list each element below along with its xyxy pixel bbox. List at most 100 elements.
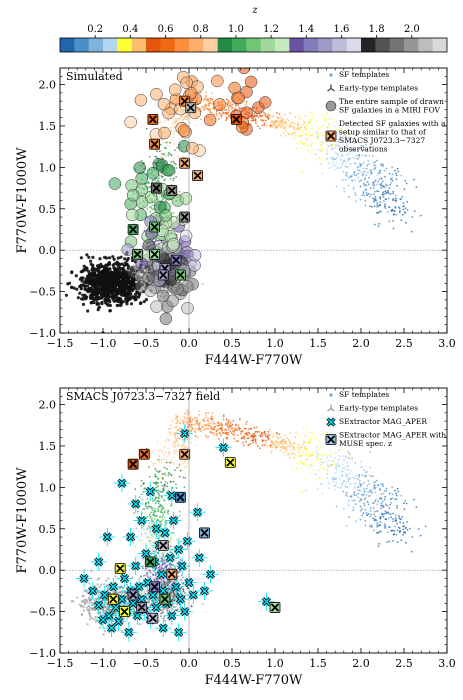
sf-template-point bbox=[272, 125, 274, 128]
sf-template-point bbox=[282, 438, 285, 441]
sf-template-point bbox=[165, 199, 167, 202]
sf-template-point bbox=[336, 153, 339, 156]
sf-template-point bbox=[284, 127, 287, 130]
sf-template-point bbox=[388, 507, 391, 509]
sf-template-point bbox=[363, 490, 366, 493]
sf-template-point bbox=[364, 188, 367, 191]
early-type-point bbox=[121, 281, 125, 285]
sf-template-point bbox=[264, 115, 267, 118]
sf-template-point bbox=[328, 117, 330, 120]
sf-template-point bbox=[341, 164, 343, 167]
sf-template-point bbox=[402, 528, 405, 531]
sf-template-point bbox=[201, 105, 204, 108]
sf-template-point bbox=[311, 132, 314, 135]
sf-template-point bbox=[250, 439, 253, 442]
sf-template-point bbox=[145, 542, 148, 545]
sf-template-point bbox=[217, 424, 220, 427]
sf-template-point bbox=[343, 187, 345, 190]
sf-template-point bbox=[299, 141, 302, 144]
sf-template-point bbox=[316, 133, 319, 136]
legend-entry: SF templates bbox=[329, 70, 389, 79]
sf-template-point bbox=[332, 161, 335, 164]
sf-template-point bbox=[382, 515, 385, 518]
drawn-sf-galaxy bbox=[150, 87, 163, 101]
sf-template-point bbox=[291, 470, 293, 473]
sf-template-point bbox=[335, 505, 338, 508]
sf-template-point bbox=[210, 98, 213, 100]
sf-template-point bbox=[287, 125, 289, 128]
drawn-sf-galaxy bbox=[181, 301, 194, 315]
sf-template-point bbox=[225, 117, 228, 120]
sf-template-point bbox=[203, 104, 206, 106]
sf-template-point bbox=[207, 100, 210, 102]
early-type-point bbox=[125, 281, 129, 285]
sf-template-point bbox=[397, 490, 400, 493]
sf-template-point bbox=[369, 131, 371, 133]
x-tick-label: 0.5 bbox=[223, 337, 241, 350]
sf-template-point bbox=[289, 124, 291, 126]
drawn-sf-galaxy bbox=[135, 280, 148, 293]
early-type-point bbox=[122, 263, 126, 268]
sf-template-point bbox=[200, 430, 203, 432]
sf-template-point bbox=[330, 156, 333, 159]
sf-template-point bbox=[163, 120, 166, 122]
colorbar-label: z bbox=[251, 5, 258, 16]
x-tick-label: −0.5 bbox=[133, 337, 160, 350]
sf-template-point bbox=[174, 437, 177, 440]
sf-template-point bbox=[172, 126, 175, 129]
sf-template-point bbox=[383, 490, 386, 492]
sf-template-point bbox=[237, 104, 240, 107]
detected-sf-galaxy bbox=[174, 269, 186, 281]
y-tick-label: −1.0 bbox=[29, 327, 56, 340]
drawn-sf-galaxy bbox=[108, 177, 122, 190]
colorbar-block bbox=[174, 38, 190, 52]
sf-template-point bbox=[210, 431, 213, 434]
sf-template-point bbox=[161, 562, 164, 565]
sf-template-point bbox=[264, 113, 267, 116]
sf-template-point bbox=[270, 451, 272, 454]
sf-template-point bbox=[291, 133, 293, 136]
sf-template-point bbox=[165, 147, 168, 150]
sf-template-point bbox=[359, 198, 362, 201]
sf-template-point bbox=[374, 161, 377, 163]
sf-template-point bbox=[285, 130, 288, 133]
early-type-point bbox=[96, 295, 101, 299]
sf-template-point bbox=[404, 212, 407, 214]
sf-template-point bbox=[330, 476, 333, 479]
early-type-point bbox=[114, 269, 118, 273]
colorbar-block bbox=[303, 38, 319, 52]
sf-template-point bbox=[165, 458, 168, 461]
sf-template-point bbox=[340, 151, 343, 153]
sf-template-point bbox=[409, 527, 411, 530]
sf-template-point bbox=[320, 144, 323, 146]
sf-template-point bbox=[395, 214, 398, 216]
early-type-point bbox=[106, 290, 110, 295]
sf-template-point bbox=[388, 187, 391, 189]
drawn-sf-galaxy bbox=[213, 98, 226, 111]
sf-template-point bbox=[360, 145, 363, 147]
sf-template-point bbox=[173, 143, 175, 145]
colorbar-block bbox=[189, 38, 204, 52]
sf-template-point bbox=[265, 442, 267, 445]
sf-template-point bbox=[336, 166, 339, 169]
sf-template-point bbox=[379, 197, 382, 200]
sf-template-point bbox=[347, 499, 350, 502]
sf-template-point bbox=[311, 111, 313, 114]
sf-template-point bbox=[270, 121, 272, 124]
sf-template-point bbox=[365, 174, 368, 177]
sf-template-point bbox=[410, 230, 413, 233]
sf-template-point bbox=[347, 131, 350, 134]
sf-template-point bbox=[170, 481, 173, 483]
sf-template-point bbox=[371, 168, 374, 171]
legend-label: Early-type templates bbox=[339, 84, 418, 93]
sf-template-point bbox=[140, 493, 143, 496]
colorbar-tick-label: 1.0 bbox=[228, 24, 244, 35]
sf-template-point bbox=[372, 186, 375, 189]
sf-template-point bbox=[282, 452, 285, 454]
drawn-sf-galaxy bbox=[211, 74, 224, 88]
sf-template-point bbox=[388, 206, 390, 209]
sf-template-point bbox=[277, 124, 279, 126]
early-type-point bbox=[126, 289, 130, 293]
sf-template-point bbox=[225, 109, 228, 111]
